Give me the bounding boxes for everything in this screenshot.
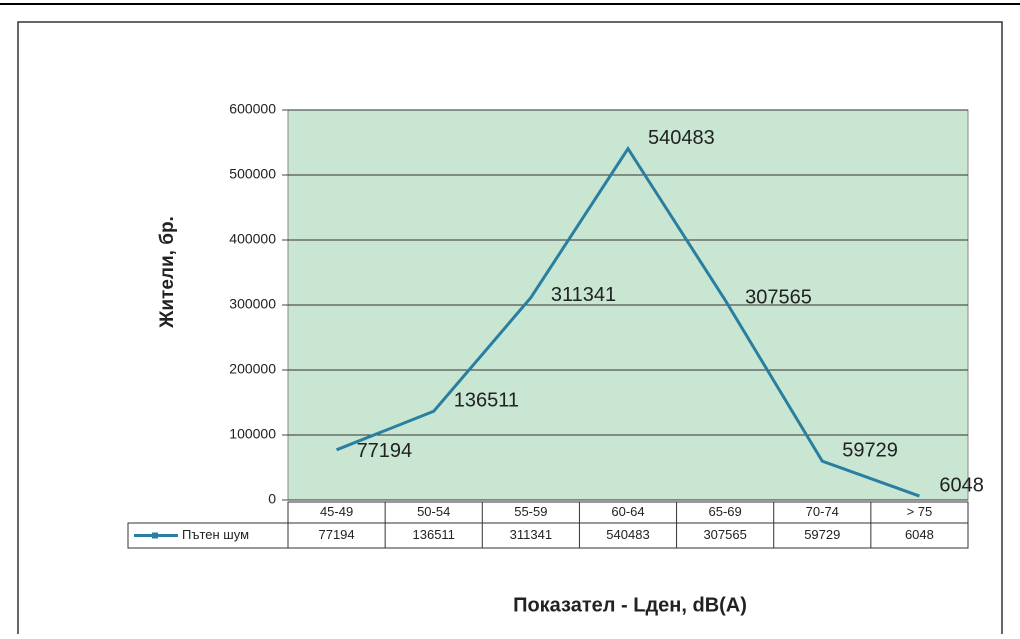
x-axis-title: Показател - Lден, dB(A) <box>513 594 747 616</box>
chart-frame <box>17 21 1003 639</box>
legend-marker <box>152 532 158 539</box>
data-label: 311341 <box>551 284 616 306</box>
x-tick-label: 60-64 <box>611 504 644 519</box>
y-tick-label: 0 <box>268 491 276 507</box>
table-value: 307565 <box>703 527 746 542</box>
y-tick-label: 300000 <box>229 296 276 312</box>
legend-cell <box>127 522 289 549</box>
table-value: 6048 <box>905 527 934 542</box>
table-value: 311341 <box>510 527 552 542</box>
y-tick-label: 400000 <box>229 231 276 247</box>
x-tick-label: 65-69 <box>709 504 742 519</box>
x-tick-label: 50-54 <box>417 504 450 519</box>
y-tick-label: 600000 <box>229 101 276 117</box>
table-value: 59729 <box>804 527 840 542</box>
x-tick-label: 45-49 <box>320 504 353 519</box>
table-value: 77194 <box>318 527 354 542</box>
data-label: 540483 <box>648 127 715 149</box>
data-label: 59729 <box>842 439 898 461</box>
y-tick-label: 200000 <box>229 361 276 377</box>
data-label: 6048 <box>939 474 984 496</box>
data-label: 77194 <box>357 440 413 462</box>
series-line <box>336 145 920 498</box>
x-tick-label: 55-59 <box>514 504 547 519</box>
table-value: 540483 <box>606 527 649 542</box>
data-label: 136511 <box>454 390 519 412</box>
x-tick-label: 70-74 <box>806 504 839 519</box>
data-label: 307565 <box>745 286 812 308</box>
y-tick-label: 100000 <box>229 426 276 442</box>
x-tick-label: > 75 <box>907 504 933 519</box>
y-tick-label: 500000 <box>229 166 276 182</box>
table-value: 136511 <box>413 527 455 542</box>
y-axis-title: Жители, бр. <box>157 216 178 329</box>
legend-label: Пътен шум <box>182 527 249 542</box>
